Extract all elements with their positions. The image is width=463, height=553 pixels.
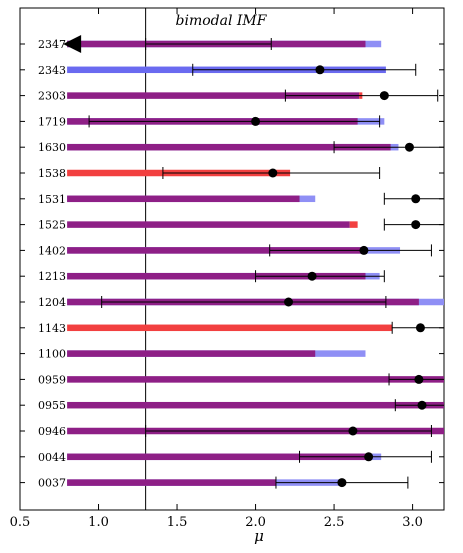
row-label: 0955: [38, 399, 66, 412]
data-point: [411, 194, 421, 204]
data-point: [411, 220, 421, 230]
data-point: [414, 374, 424, 384]
bar: [67, 401, 444, 409]
data-point: [404, 142, 414, 152]
limit-arrow: [63, 35, 82, 53]
data-point: [268, 168, 278, 178]
row-label: 1213: [38, 270, 66, 283]
row-label: 2347: [38, 38, 66, 51]
row-label: 0044: [38, 451, 66, 464]
row-label: 1100: [38, 348, 66, 361]
row-label: 1204: [38, 296, 66, 309]
row-label: 0959: [38, 373, 66, 386]
data-point: [348, 426, 358, 436]
bar: [67, 221, 350, 228]
row-label: 1630: [38, 141, 66, 154]
bar: [67, 143, 391, 151]
bar: [67, 479, 276, 486]
bar: [67, 324, 393, 332]
data-point: [359, 245, 369, 255]
x-tick-label: 1.0: [88, 515, 109, 530]
data-point: [417, 400, 427, 410]
plot-area: 0.5 1.0 1.5 2.0 2.5 3.0 2347 2343 2303 1719 1630 15…: [10, 7, 445, 530]
data-point: [284, 297, 294, 307]
x-tick-label: 2.0: [245, 515, 266, 530]
data-point: [315, 65, 325, 75]
bar: [67, 195, 300, 203]
axes-frame: [19, 7, 445, 511]
x-axis-label: μ: [254, 527, 264, 545]
row-label: 1143: [38, 322, 66, 335]
bar: [67, 272, 366, 280]
data-point: [379, 91, 389, 101]
x-tick-label: 0.5: [10, 515, 31, 530]
data-point: [307, 271, 317, 281]
bar: [67, 453, 372, 461]
chart-title: bimodal IMF: [176, 13, 268, 29]
row-label: 1719: [38, 115, 66, 128]
data-point: [337, 478, 347, 488]
bar: [67, 350, 316, 357]
bar-tip: [349, 221, 358, 228]
data-point: [364, 452, 374, 462]
row-label: 0946: [38, 425, 66, 438]
bar: [67, 92, 360, 99]
row-label: 2343: [38, 64, 66, 77]
row-label: 1538: [38, 167, 66, 180]
row-label: 1531: [38, 193, 66, 206]
bar: [67, 376, 444, 383]
row-label: 1402: [38, 244, 66, 257]
x-tick-label: 3.0: [402, 515, 423, 530]
data-point: [415, 323, 425, 333]
row-label: 2303: [38, 90, 66, 103]
row-label: 1525: [38, 219, 66, 232]
x-tick-label: 2.5: [324, 515, 345, 530]
x-tick-label: 1.5: [167, 515, 188, 530]
bar: [67, 247, 363, 254]
data-point: [251, 116, 261, 126]
row-label: 0037: [38, 477, 66, 490]
